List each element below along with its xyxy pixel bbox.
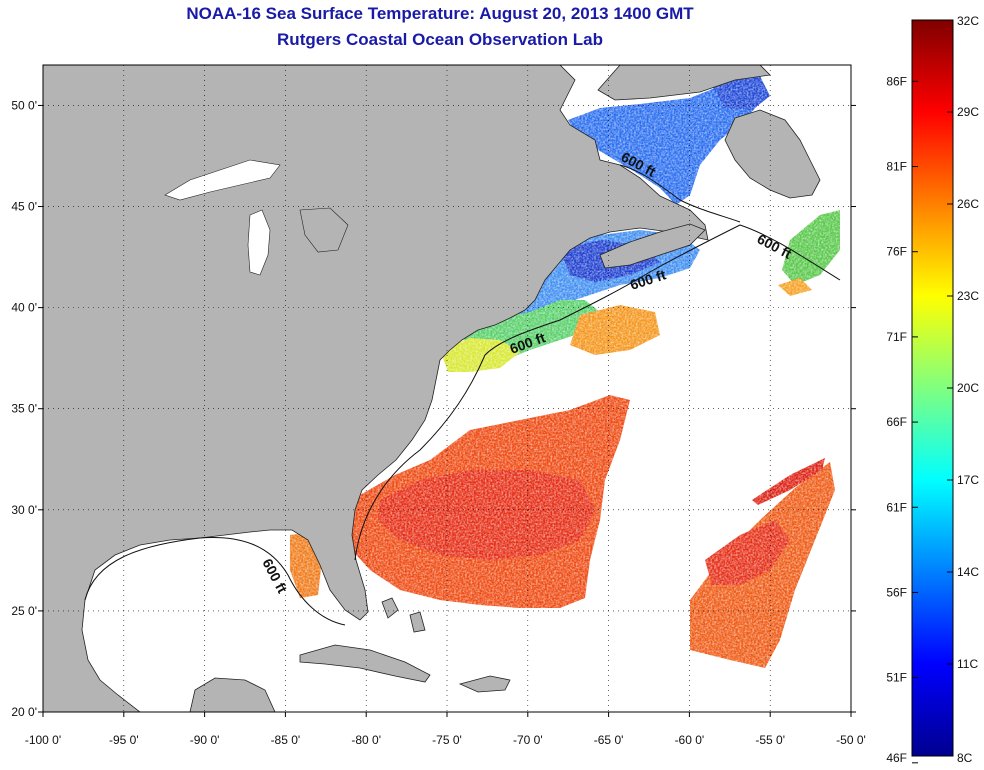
y-tick-label: 25 0' <box>11 604 37 618</box>
colorbar-celsius-label: 14C <box>957 565 979 579</box>
lake-huron-outline <box>299 207 349 253</box>
colorbar-fahrenheit-label: 51F <box>886 671 907 685</box>
y-tick-label: 20 0' <box>11 705 37 719</box>
colorbar-celsius-label: 8C <box>957 751 973 765</box>
x-tick-label: -70 0' <box>513 733 543 747</box>
x-tick-label: -95 0' <box>109 733 139 747</box>
axis-ticks: -100 0' -95 0' -90 0' -85 0' -80 0' -75 0' -70… <box>11 98 865 747</box>
land-hispaniola <box>458 675 511 693</box>
land-bahamas <box>381 597 426 633</box>
colorbar-celsius-label: 11C <box>957 657 978 671</box>
land-cuba <box>299 644 431 683</box>
colorbar-fahrenheit-label: 56F <box>886 585 907 599</box>
y-tick-label: 35 0' <box>11 402 37 416</box>
y-tick-label: 45 0' <box>11 200 37 214</box>
x-tick-label: -85 0' <box>271 733 301 747</box>
y-tick-label: 40 0' <box>11 301 37 315</box>
colorbar-fahrenheit-label: 66F <box>886 415 907 429</box>
colorbar-gradient <box>911 19 954 757</box>
x-tick-label: -90 0' <box>190 733 220 747</box>
colorbar-fahrenheit-label: 81F <box>886 160 907 174</box>
colorbar-celsius-label: 23C <box>957 289 979 303</box>
colorbar-fahrenheit-label: 61F <box>886 500 907 514</box>
x-tick-label: -55 0' <box>755 733 785 747</box>
colorbar-celsius-label: 32C <box>957 14 979 28</box>
land-newfoundland <box>724 109 821 199</box>
x-tick-label: -60 0' <box>675 733 705 747</box>
colorbar-celsius-label: 20C <box>957 381 979 395</box>
x-tick-label: -75 0' <box>432 733 462 747</box>
x-tick-label: -65 0' <box>594 733 624 747</box>
y-tick-label: 50 0' <box>11 98 37 112</box>
colorbar-celsius-label: 29C <box>957 105 979 119</box>
colorbar-celsius-label: 26C <box>957 197 979 211</box>
colorbar-fahrenheit-label: 71F <box>886 330 907 344</box>
land-yucatan <box>189 677 276 712</box>
x-tick-label: -80 0' <box>351 733 381 747</box>
y-tick-label: 30 0' <box>11 503 37 517</box>
map-title: NOAA-16 Sea Surface Temperature: August … <box>186 4 694 23</box>
colorbar-fahrenheit-label: 46F <box>886 751 907 765</box>
x-tick-label: -50 0' <box>836 733 866 747</box>
land <box>43 65 821 712</box>
land-labrador <box>597 65 771 101</box>
colorbar-celsius-label: 17C <box>957 473 979 487</box>
land-nova-scotia <box>599 223 706 269</box>
great-lakes <box>164 159 349 276</box>
colorbar-fahrenheit-label: 86F <box>886 74 907 88</box>
lake-michigan <box>247 209 271 276</box>
colorbar-fahrenheit-label: 76F <box>886 245 907 259</box>
land-north-america <box>43 65 709 712</box>
map-subtitle: Rutgers Coastal Ocean Observation Lab <box>277 30 603 49</box>
x-tick-label: -100 0' <box>25 733 61 747</box>
lake-superior <box>164 159 281 201</box>
600ft-contour-line <box>84 164 841 626</box>
